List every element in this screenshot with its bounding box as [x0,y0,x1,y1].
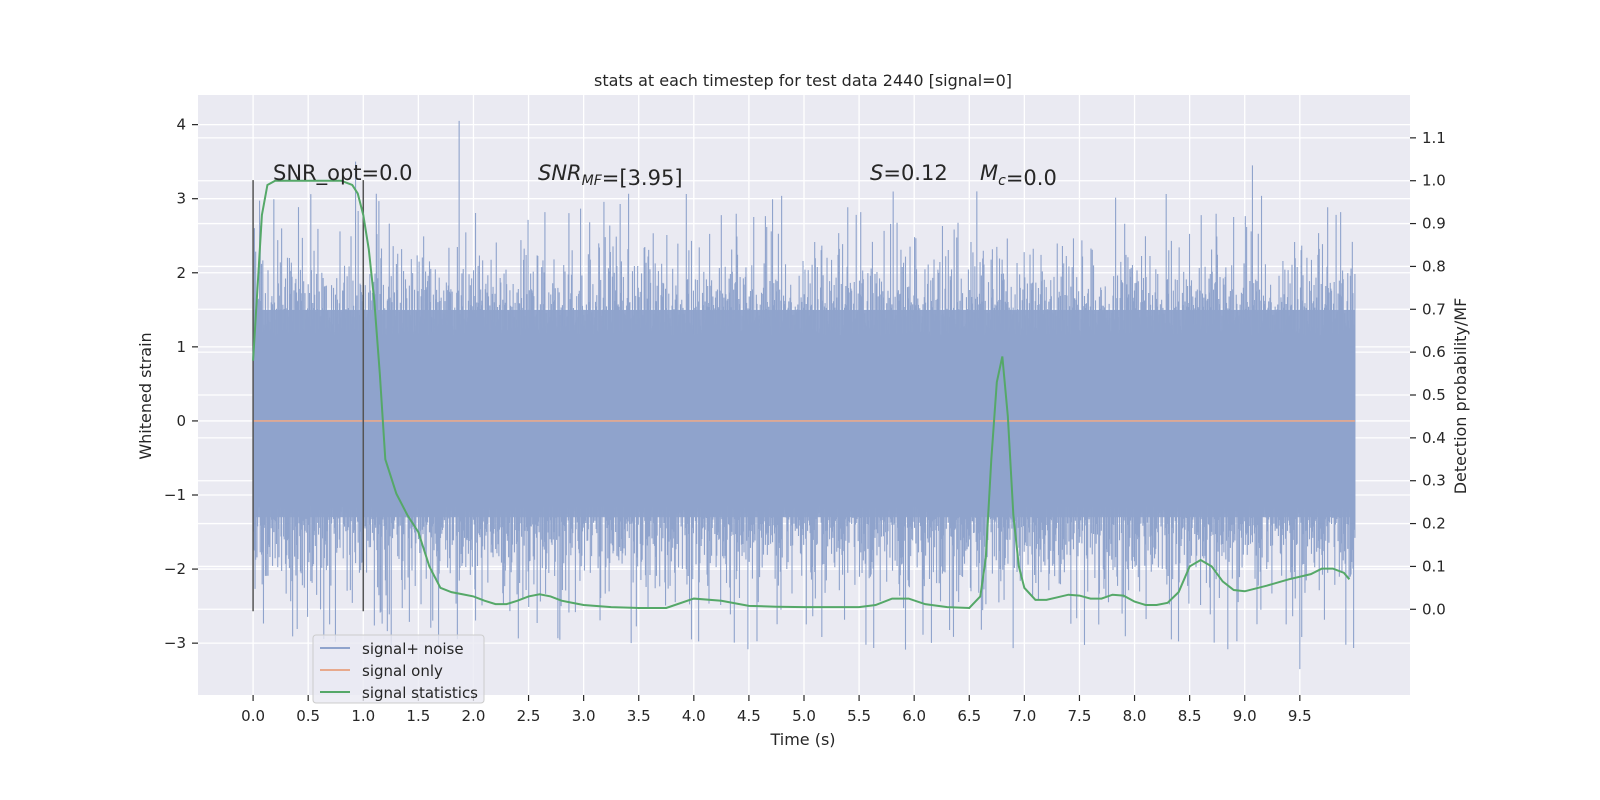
x-tick-label: 5.5 [847,707,871,725]
y2-axis-label: Detection probability/MF [1451,298,1470,495]
y2-tick-label: 0.6 [1422,343,1446,361]
x-tick-label: 6.0 [902,707,926,725]
x-tick-label: 7.5 [1068,707,1092,725]
x-tick-label: 6.5 [957,707,981,725]
chart-title: stats at each timestep for test data 244… [594,71,1012,90]
y-tick-label: 4 [176,116,186,134]
x-tick-label: 2.5 [517,707,541,725]
y-tick-label: −2 [164,560,186,578]
x-tick-label: 7.0 [1012,707,1036,725]
x-tick-label: 3.5 [627,707,651,725]
x-tick-label: 4.0 [682,707,706,725]
x-tick-label: 9.5 [1288,707,1312,725]
y-tick-label: −3 [164,634,186,652]
x-tick-label: 1.0 [351,707,375,725]
x-tick-label: 0.5 [296,707,320,725]
x-tick-label: 2.0 [462,707,486,725]
y2-tick-label: 0.3 [1422,472,1446,490]
y2-tick-label: 0.7 [1422,300,1446,318]
y-tick-label: 1 [176,338,186,356]
y-tick-label: 0 [176,412,186,430]
x-tick-label: 8.0 [1123,707,1147,725]
y-axis-label: Whitened strain [136,332,155,459]
legend: signal+ noise signal only signal statistic… [312,634,485,704]
x-axis-ticks: 0.0 0.5 1.0 1.5 2.0 2.5 3.0 3.5 4.0 4.5 5.0 5.5 6.0 6… [241,695,1312,725]
x-tick-label: 1.5 [406,707,430,725]
y2-axis-ticks: 0.0 0.1 0.2 0.3 0.4 0.5 0.6 0.7 0.8 0.9 1.0 1.1 [1410,129,1446,618]
legend-label: signal+ noise [362,640,464,658]
x-tick-label: 8.5 [1178,707,1202,725]
y2-tick-label: 0.9 [1422,215,1446,233]
y-tick-label: −1 [164,486,186,504]
x-tick-label: 9.0 [1233,707,1257,725]
legend-label: signal only [362,662,443,680]
legend-box [312,634,485,704]
vertical-markers [252,180,365,612]
x-tick-label: 5.0 [792,707,816,725]
annotation-snr-mf: SNRMF=[3.95] [538,161,683,190]
annotation-s: S=0.12 [870,161,948,185]
y2-tick-label: 1.0 [1422,172,1446,190]
x-axis-label: Time (s) [769,730,835,749]
y2-tick-label: 0.8 [1422,257,1446,275]
legend-label: signal statistics [362,684,478,702]
y-tick-label: 3 [176,190,186,208]
annotation-snr-opt: SNR_opt=0.0 [273,161,413,186]
y2-tick-label: 0.5 [1422,386,1446,404]
y-tick-label: 2 [176,264,186,282]
y2-tick-label: 0.0 [1422,600,1446,618]
y2-tick-label: 0.2 [1422,515,1446,533]
series-signal-plus-noise [252,120,1356,670]
y2-tick-label: 1.1 [1422,129,1446,147]
series-signal-statistics [252,179,1351,610]
x-tick-label: 4.5 [737,707,761,725]
y2-tick-label: 0.1 [1422,557,1446,575]
x-tick-label: 3.0 [572,707,596,725]
annotation-mc: Mc=0.0 [980,161,1057,190]
y-axis-ticks: −3 −2 −1 0 1 2 3 4 [164,116,198,652]
y2-tick-label: 0.4 [1422,429,1446,447]
x-tick-label: 0.0 [241,707,265,725]
annotations: SNR_opt=0.0 SNRMF=[3.95] S=0.12 Mc=0.0 [273,161,1057,190]
